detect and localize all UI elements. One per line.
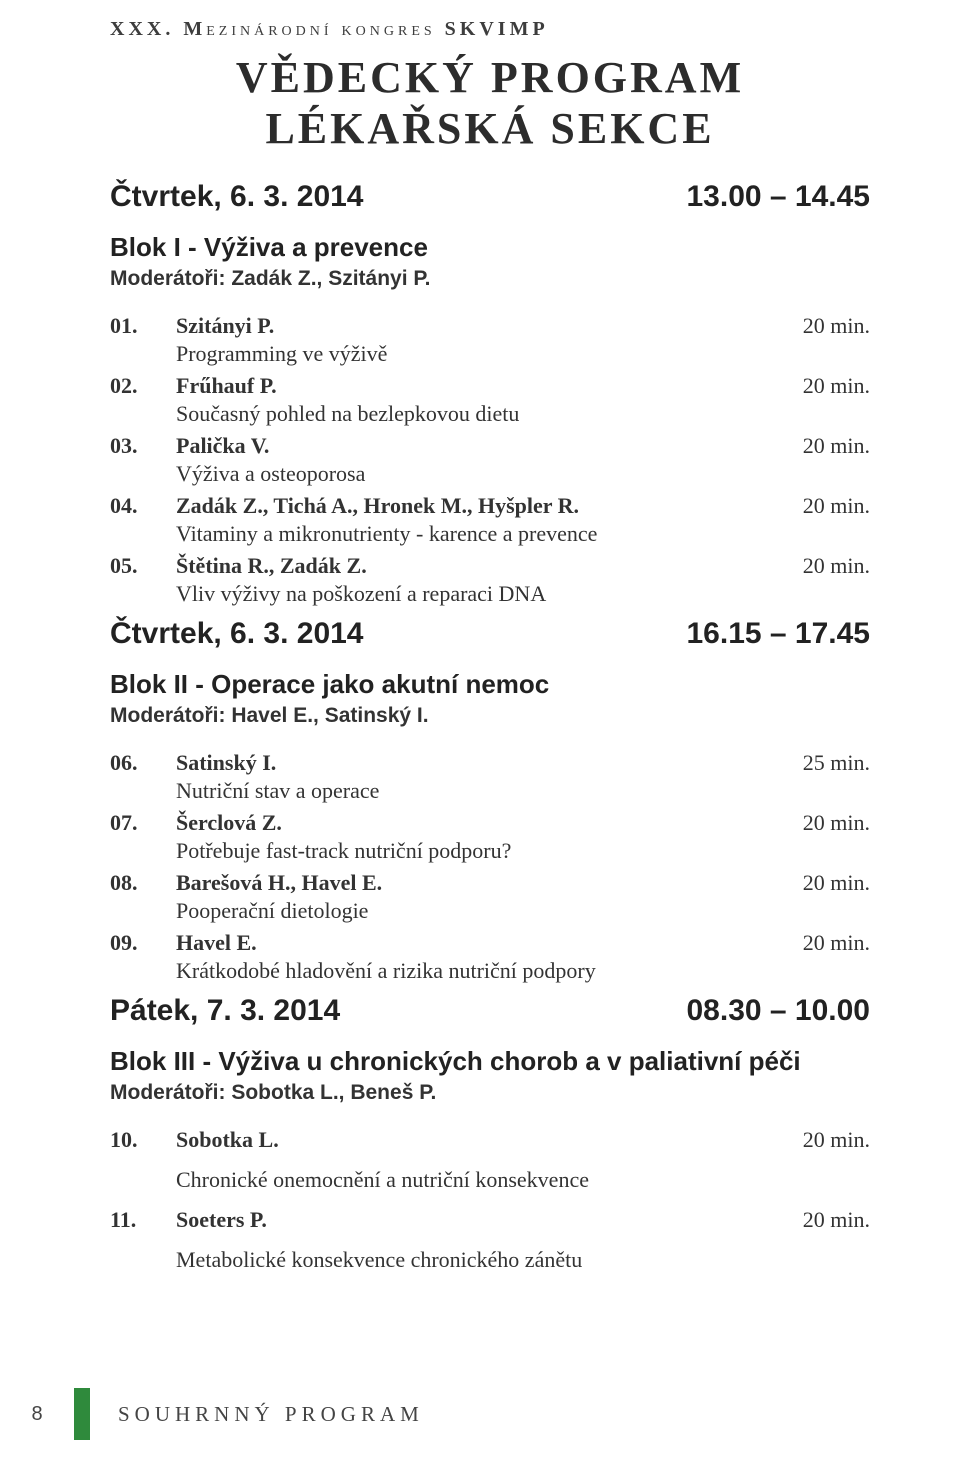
session-heading: Čtvrtek, 6. 3. 2014 16.15 – 17.45 [110,617,870,651]
page-number: 8 [31,1403,42,1425]
talk-number: 01. [110,313,176,339]
day-label: Čtvrtek, 6. 3. 2014 [110,617,364,651]
talk-row: 07. Šerclová Z. 20 min. [110,810,870,836]
moderators: Moderátoři: Zadák Z., Szitányi P. [110,267,870,291]
talk-speaker: Šerclová Z. [176,810,282,835]
talk-duration: 20 min. [783,493,870,519]
congress-header-suffix: SKVIMP [436,18,549,40]
talk-number: 06. [110,750,176,776]
talk-duration: 20 min. [783,433,870,459]
block-title: Blok III - Výživa u chronických chorob a… [110,1046,870,1077]
moderators: Moderátoři: Havel E., Satinský I. [110,704,870,728]
talk-number: 09. [110,930,176,956]
talk-title: Pooperační dietologie [176,898,870,924]
talk-number: 10. [110,1127,176,1153]
talks-list: 01. Szitányi P. 20 min. Programming ve v… [110,313,870,607]
talk-duration: 20 min. [783,1127,870,1153]
talk-title: Výživa a osteoporosa [176,461,870,487]
congress-header: XXX. Mezinárodní kongres SKVIMP [110,18,870,41]
congress-header-mid: ezinárodní kongres [206,18,435,40]
talk-number: 02. [110,373,176,399]
talk-duration: 20 min. [783,553,870,579]
talk-row: 08. Barešová H., Havel E. 20 min. [110,870,870,896]
talk-duration: 20 min. [783,373,870,399]
time-range: 13.00 – 14.45 [686,180,870,214]
day-label: Pátek, 7. 3. 2014 [110,994,340,1028]
title-line-2: LÉKAŘSKÁ SEKCE [110,104,870,155]
talk-number: 07. [110,810,176,836]
talk-title: Metabolické konsekvence chronického záně… [176,1247,870,1273]
talk-title: Současný pohled na bezlepkovou dietu [176,401,870,427]
time-range: 16.15 – 17.45 [686,617,870,651]
time-range: 08.30 – 10.00 [686,994,870,1028]
talk-row: 02. Frűhauf P. 20 min. [110,373,870,399]
talk-number: 04. [110,493,176,519]
talk-duration: 25 min. [783,750,870,776]
talk-duration: 20 min. [783,870,870,896]
talk-speaker: Soeters P. [176,1207,267,1232]
talk-speaker: Sobotka L. [176,1127,279,1152]
talk-row: 09. Havel E. 20 min. [110,930,870,956]
talk-row: 06. Satinský I. 25 min. [110,750,870,776]
talk-number: 05. [110,553,176,579]
talk-speaker: Zadák Z., Tichá A., Hronek M., Hyšpler R… [176,493,579,518]
footer-bar-icon [74,1388,90,1440]
session-heading: Pátek, 7. 3. 2014 08.30 – 10.00 [110,994,870,1028]
talk-speaker: Štětina R., Zadák Z. [176,553,367,578]
talk-row: 11. Soeters P. 20 min. [110,1207,870,1233]
moderators: Moderátoři: Sobotka L., Beneš P. [110,1081,870,1105]
talk-title: Krátkodobé hladovění a rizika nutriční p… [176,958,870,984]
talk-speaker: Satinský I. [176,750,276,775]
talk-duration: 20 min. [783,810,870,836]
talk-speaker: Szitányi P. [176,313,274,338]
footer-label: SOUHRNNÝ PROGRAM [118,1402,424,1427]
talk-duration: 20 min. [783,313,870,339]
talk-speaker: Havel E. [176,930,257,955]
session-heading: Čtvrtek, 6. 3. 2014 13.00 – 14.45 [110,180,870,214]
talk-speaker: Barešová H., Havel E. [176,870,382,895]
block-title: Blok II - Operace jako akutní nemoc [110,669,870,700]
talk-row: 04. Zadák Z., Tichá A., Hronek M., Hyšpl… [110,493,870,519]
talk-speaker: Frűhauf P. [176,373,277,398]
talk-number: 08. [110,870,176,896]
page-title: VĚDECKÝ PROGRAM LÉKAŘSKÁ SEKCE [110,53,870,154]
talk-row: 10. Sobotka L. 20 min. [110,1127,870,1153]
day-label: Čtvrtek, 6. 3. 2014 [110,180,364,214]
talk-title: Vliv výživy na poškození a reparaci DNA [176,581,870,607]
talk-duration: 20 min. [783,930,870,956]
talk-duration: 20 min. [783,1207,870,1233]
talk-title: Nutriční stav a operace [176,778,870,804]
congress-header-prefix: XXX. M [110,18,206,40]
page-footer: 8 SOUHRNNÝ PROGRAM [0,1388,960,1440]
talk-row: 01. Szitányi P. 20 min. [110,313,870,339]
talk-title: Potřebuje fast-track nutriční podporu? [176,838,870,864]
talk-number: 11. [110,1207,176,1233]
talks-list: 06. Satinský I. 25 min. Nutriční stav a … [110,750,870,984]
talk-title: Chronické onemocnění a nutriční konsekve… [176,1167,870,1193]
title-line-1: VĚDECKÝ PROGRAM [110,53,870,104]
talk-number: 03. [110,433,176,459]
talks-list: 10. Sobotka L. 20 min. Chronické onemocn… [110,1127,870,1273]
block-title: Blok I - Výživa a prevence [110,232,870,263]
talk-row: 03. Palička V. 20 min. [110,433,870,459]
talk-title: Programming ve výživě [176,341,870,367]
talk-speaker: Palička V. [176,433,269,458]
talk-row: 05. Štětina R., Zadák Z. 20 min. [110,553,870,579]
talk-title: Vitaminy a mikronutrienty - karence a pr… [176,521,870,547]
